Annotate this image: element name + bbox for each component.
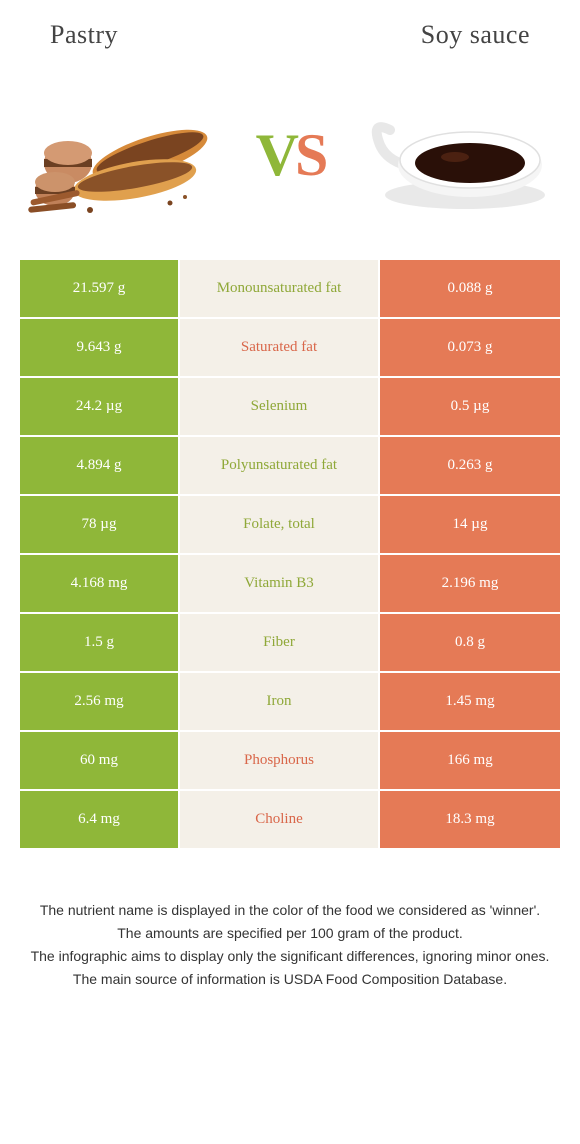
footnote-line: The main source of information is USDA F… (30, 969, 550, 990)
footnotes: The nutrient name is displayed in the co… (0, 850, 580, 1012)
nutrient-cell: Selenium (180, 378, 380, 437)
table-row: 1.5 gFiber0.8 g (20, 614, 560, 673)
footnote-line: The infographic aims to display only the… (30, 946, 550, 967)
nutrient-cell: Monounsaturated fat (180, 260, 380, 319)
left-food-title: Pastry (50, 20, 118, 50)
table-row: 4.168 mgVitamin B32.196 mg (20, 555, 560, 614)
right-value-cell: 0.8 g (380, 614, 560, 673)
vs-v: V (256, 122, 295, 188)
right-value-cell: 18.3 mg (380, 791, 560, 850)
left-value-cell: 6.4 mg (20, 791, 180, 850)
left-value-cell: 78 µg (20, 496, 180, 555)
header: Pastry Soy sauce (0, 0, 580, 60)
pastry-icon (20, 85, 220, 225)
left-value-cell: 24.2 µg (20, 378, 180, 437)
right-value-cell: 1.45 mg (380, 673, 560, 732)
table-row: 9.643 gSaturated fat0.073 g (20, 319, 560, 378)
left-value-cell: 9.643 g (20, 319, 180, 378)
nutrient-cell: Choline (180, 791, 380, 850)
left-value-cell: 60 mg (20, 732, 180, 791)
vs-s: S (295, 122, 324, 188)
vs-label: VS (256, 121, 325, 190)
footnote-line: The amounts are specified per 100 gram o… (30, 923, 550, 944)
left-value-cell: 21.597 g (20, 260, 180, 319)
footnote-line: The nutrient name is displayed in the co… (30, 900, 550, 921)
table-row: 60 mgPhosphorus166 mg (20, 732, 560, 791)
right-value-cell: 0.088 g (380, 260, 560, 319)
comparison-table: 21.597 gMonounsaturated fat0.088 g9.643 … (20, 260, 560, 850)
right-value-cell: 166 mg (380, 732, 560, 791)
table-row: 24.2 µgSelenium0.5 µg (20, 378, 560, 437)
left-value-cell: 4.894 g (20, 437, 180, 496)
nutrient-cell: Vitamin B3 (180, 555, 380, 614)
table-row: 2.56 mgIron1.45 mg (20, 673, 560, 732)
soy-sauce-image (360, 85, 560, 225)
nutrient-cell: Folate, total (180, 496, 380, 555)
nutrient-cell: Fiber (180, 614, 380, 673)
right-food-title: Soy sauce (421, 20, 530, 50)
right-value-cell: 2.196 mg (380, 555, 560, 614)
right-value-cell: 0.263 g (380, 437, 560, 496)
table-row: 6.4 mgCholine18.3 mg (20, 791, 560, 850)
nutrient-cell: Saturated fat (180, 319, 380, 378)
soy-sauce-icon (360, 85, 560, 225)
table-row: 78 µgFolate, total14 µg (20, 496, 560, 555)
left-value-cell: 4.168 mg (20, 555, 180, 614)
hero-row: VS (0, 60, 580, 260)
right-value-cell: 0.5 µg (380, 378, 560, 437)
left-value-cell: 1.5 g (20, 614, 180, 673)
right-value-cell: 14 µg (380, 496, 560, 555)
table-row: 4.894 gPolyunsaturated fat0.263 g (20, 437, 560, 496)
nutrient-cell: Phosphorus (180, 732, 380, 791)
pastry-image (20, 85, 220, 225)
nutrient-cell: Iron (180, 673, 380, 732)
right-value-cell: 0.073 g (380, 319, 560, 378)
left-value-cell: 2.56 mg (20, 673, 180, 732)
table-row: 21.597 gMonounsaturated fat0.088 g (20, 260, 560, 319)
nutrient-cell: Polyunsaturated fat (180, 437, 380, 496)
